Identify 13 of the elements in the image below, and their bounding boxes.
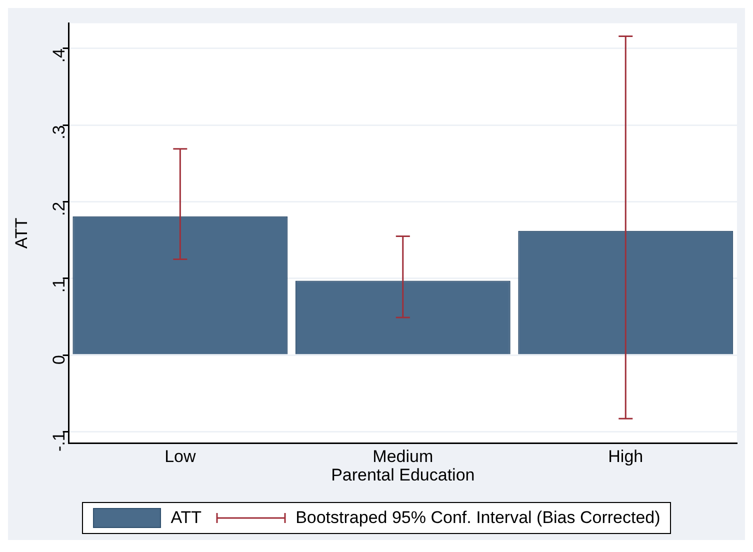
text: Bootstraped 95% Conf. Interval (Bias Corrected) bbox=[296, 508, 660, 528]
y-tick-label: .2 bbox=[49, 202, 68, 216]
y-tick-label: .4 bbox=[49, 48, 68, 63]
y-tick-label: .3 bbox=[49, 125, 68, 140]
x-tick-label: Medium bbox=[372, 447, 434, 466]
y-tick-label: 0 bbox=[49, 355, 68, 365]
y-tick-label: .1 bbox=[49, 278, 68, 293]
y-tick-label: -.1 bbox=[49, 432, 68, 452]
y-axis-title: ATT bbox=[12, 218, 31, 249]
legend-label: ATT bbox=[170, 508, 202, 528]
x-tick-label: Low bbox=[164, 447, 196, 466]
x-axis-title: Parental Education bbox=[331, 465, 475, 484]
x-tick-label: High bbox=[608, 447, 644, 466]
